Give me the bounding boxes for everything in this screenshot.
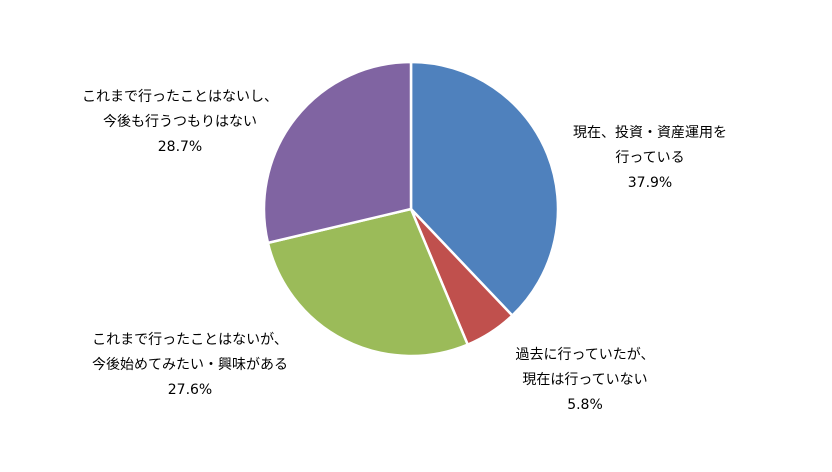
slice-label: これまで行ったことはないが、 — [92, 332, 288, 348]
slice-label: これまで行ったことはないし、 — [82, 89, 278, 105]
slice-label: 今後始めてみたい・興味がある — [92, 357, 288, 373]
pie-slice — [266, 207, 470, 358]
value-label: 5.8% — [567, 397, 603, 413]
slice-label: 現在は行っていない — [522, 372, 647, 388]
pie-slice — [262, 60, 413, 245]
slice-label: 行っている — [615, 150, 684, 166]
slice-label: 今後も行うつもりはない — [103, 114, 257, 130]
value-label: 28.7% — [158, 139, 202, 155]
slice-label: 現在、投資・資産運用を — [573, 125, 727, 141]
value-label: 37.9% — [628, 175, 672, 191]
slice-label: 過去に行っていたが、 — [515, 347, 654, 363]
pie-slice — [409, 60, 560, 318]
value-label: 27.6% — [168, 382, 212, 398]
